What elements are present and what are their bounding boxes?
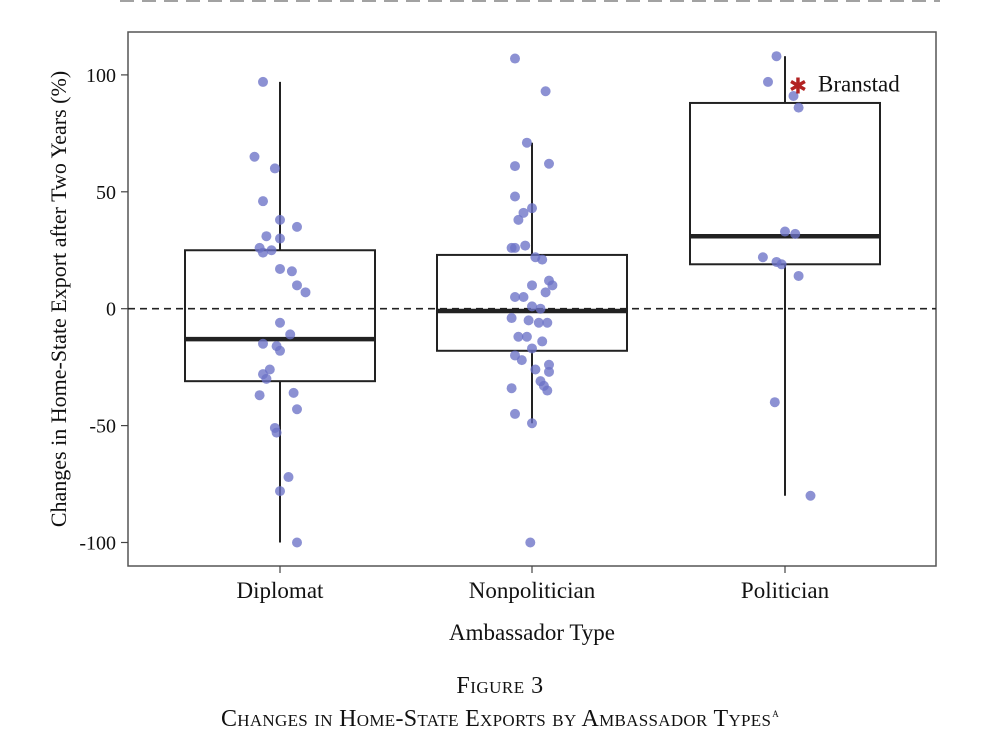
diplomat-data-point: [288, 387, 299, 398]
nonpolitician-data-point: [525, 537, 536, 548]
diplomat-data-point: [292, 280, 302, 291]
diplomat-data-point: [275, 214, 285, 225]
diplomat-data-point: [261, 231, 272, 242]
diplomat-data-point: [254, 390, 265, 401]
nonpolitician-data-point: [516, 355, 527, 366]
diplomat-data-point: [300, 287, 311, 298]
nonpolitician-data-point: [530, 364, 541, 375]
nonpolitician-data-point: [527, 203, 537, 214]
nonpolitician-data-point: [510, 161, 520, 172]
nonpolitician-data-point: [510, 408, 520, 419]
box-plot-chart: 100 50 0 -50 -100 Diplomat Nonpolitician Politi…: [46, 31, 937, 645]
politician-data-point: [790, 228, 801, 239]
diplomat-data-point: [275, 263, 285, 274]
nonpolitician-data-point: [544, 359, 554, 370]
point-layer: [249, 51, 816, 548]
figure-number: Figure 3: [456, 673, 544, 699]
diplomat-data-point: [266, 245, 277, 256]
nonpolitician-data-point: [533, 317, 544, 328]
politician-data-point: [763, 76, 773, 87]
nonpolitician-data-point: [540, 287, 551, 298]
figure-title-text: Changes in Home-State Exports by Ambassa…: [220, 706, 772, 732]
y-axis-label: Changes in Home-State Export after Two Y…: [46, 71, 71, 527]
diplomat-data-point: [292, 221, 302, 232]
diplomat-data-point: [275, 345, 285, 356]
diplomat-data-point: [275, 486, 285, 497]
y-tick-label: -100: [79, 533, 116, 555]
y-tick-label: 0: [106, 299, 116, 321]
y-tick-label: 100: [86, 65, 116, 87]
y-tick-label: 50: [96, 182, 116, 204]
branstad-annotation-label: Branstad: [818, 71, 900, 96]
nonpolitician-data-point: [527, 301, 537, 312]
diplomat-data-point: [258, 247, 268, 258]
nonpolitician-data-point: [544, 158, 554, 169]
diplomat-data-point: [249, 151, 260, 162]
diplomat-data-point: [292, 537, 302, 548]
branstad-asterisk-marker: ✱: [789, 74, 807, 99]
nonpolitician-data-point: [537, 336, 548, 347]
x-tick-label: Politician: [741, 578, 830, 603]
diplomat-box: [184, 249, 376, 383]
nonpolitician-data-point: [506, 383, 517, 394]
diplomat-data-point: [261, 373, 272, 384]
nonpolitician-data-point: [521, 137, 532, 148]
nonpolitician-data-point: [510, 191, 520, 202]
nonpolitician-data-point: [542, 317, 553, 328]
diplomat-data-point: [275, 233, 285, 244]
nonpolitician-data-point: [527, 280, 537, 291]
nonpolitician-data-point: [518, 207, 529, 218]
politician-data-point: [776, 259, 787, 270]
nonpolitician-data-point: [537, 254, 548, 265]
diplomat-data-point: [271, 427, 282, 438]
politician-data-point: [788, 90, 799, 101]
annotation-layer: ✱ Branstad: [789, 71, 900, 99]
nonpolitician-data-point: [513, 331, 524, 342]
politician-data-point: [780, 226, 790, 237]
nonpolitician-data-point: [510, 53, 520, 64]
figure-title: Changes in Home-State Exports by Ambassa…: [0, 705, 1000, 733]
nonpolitician-data-point: [506, 313, 517, 324]
x-tick-label: Nonpolitician: [469, 578, 596, 603]
politician-data-point: [769, 397, 780, 408]
diplomat-data-point: [258, 76, 268, 87]
diplomat-data-point: [292, 404, 302, 415]
nonpolitician-data-point: [510, 292, 520, 303]
diplomat-data-point: [275, 317, 285, 328]
nonpolitician-data-point: [547, 280, 558, 291]
politician-box: [689, 101, 881, 266]
x-axis-label: Ambassador Type: [449, 620, 615, 645]
x-tick-label: Diplomat: [237, 578, 324, 603]
diplomat-data-point: [269, 163, 280, 174]
y-tick-label: -50: [89, 416, 116, 438]
nonpolitician-data-point: [520, 240, 531, 251]
politician-data-point: [793, 102, 804, 113]
politician-data-point: [771, 51, 782, 62]
diplomat-data-point: [258, 196, 268, 207]
cropped-header-text: [120, 0, 940, 5]
nonpolitician-data-point: [518, 292, 529, 303]
nonpolitician-data-point: [510, 242, 520, 253]
nonpolitician-data-point: [527, 343, 537, 354]
footnote-marker: a: [772, 705, 780, 720]
diplomat-data-point: [286, 266, 297, 277]
politician-data-point: [805, 490, 816, 501]
nonpolitician-data-point: [527, 418, 537, 429]
plot-frame: [127, 31, 937, 567]
politician-data-point: [793, 270, 804, 281]
diplomat-data-point: [258, 338, 268, 349]
nonpolitician-data-point: [521, 331, 532, 342]
nonpolitician-data-point: [535, 303, 546, 314]
politician-data-point: [757, 252, 768, 263]
nonpolitician-data-point: [542, 385, 553, 396]
box-layer: [184, 56, 881, 543]
diplomat-data-point: [283, 472, 294, 483]
nonpolitician-data-point: [540, 86, 551, 97]
diplomat-data-point: [285, 329, 296, 340]
nonpolitician-data-point: [544, 366, 554, 377]
nonpolitician-data-point: [513, 214, 524, 225]
axis-layer: 100 50 0 -50 -100 Diplomat Nonpolitician Politi…: [79, 65, 829, 603]
nonpolitician-data-point: [523, 315, 534, 326]
